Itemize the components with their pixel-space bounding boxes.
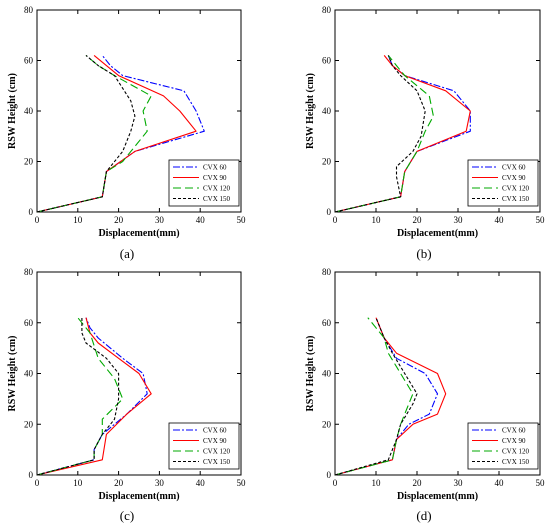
legend-label-d-2: CVX 90	[502, 437, 526, 445]
x-tick-label-d-0: 0	[333, 478, 338, 488]
x-tick-label-b-5: 50	[536, 215, 546, 225]
y-tick-label-d-2: 40	[322, 369, 332, 379]
x-tick-label-a-1: 10	[73, 215, 83, 225]
x-tick-label-d-1: 10	[372, 478, 382, 488]
x-tick-label-a-2: 20	[114, 215, 124, 225]
legend-label-b-3: CVX 120	[502, 185, 530, 193]
panel-caption-d: (d)	[416, 508, 431, 523]
x-axis-label-a: Displacement(mm)	[98, 228, 179, 239]
series-line-c-2	[36, 317, 152, 476]
y-tick-label-c-0: 0	[29, 470, 34, 480]
x-tick-label-b-1: 10	[372, 215, 382, 225]
y-tick-label-b-1: 20	[322, 157, 332, 167]
y-axis-label-b: RSW Height (cm)	[305, 73, 316, 149]
y-tick-label-a-1: 20	[24, 157, 34, 167]
series-line-b-2	[334, 55, 471, 213]
panel-caption-b: (b)	[416, 246, 431, 261]
x-tick-label-c-0: 0	[35, 478, 40, 488]
x-tick-label-c-5: 50	[237, 478, 247, 488]
x-axis-label-d: Displacement(mm)	[397, 491, 478, 502]
x-tick-label-c-3: 30	[155, 478, 165, 488]
legend-label-d-4: CVX 150	[502, 458, 530, 466]
series-line-d-3	[334, 317, 414, 476]
series-line-c-4	[36, 317, 120, 476]
x-tick-label-d-4: 40	[495, 478, 505, 488]
y-tick-label-d-0: 0	[327, 470, 332, 480]
x-tick-label-c-2: 20	[114, 478, 124, 488]
x-tick-label-d-3: 30	[454, 478, 464, 488]
x-tick-label-b-4: 40	[495, 215, 505, 225]
y-axis-label-c: RSW Height (cm)	[7, 336, 18, 412]
series-line-d-4	[334, 317, 418, 476]
legend-label-a-4: CVX 150	[203, 195, 231, 203]
x-tick-label-d-5: 50	[536, 478, 546, 488]
y-tick-label-b-0: 0	[327, 207, 332, 217]
panel-caption-a: (a)	[120, 246, 134, 261]
y-axis-label-d: RSW Height (cm)	[305, 336, 316, 412]
y-tick-label-a-2: 40	[24, 106, 34, 116]
x-axis-label-b: Displacement(mm)	[397, 228, 478, 239]
series-line-b-4	[334, 55, 426, 213]
legend-label-b-1: CVX 60	[502, 164, 526, 172]
y-tick-label-b-4: 80	[322, 5, 332, 15]
legend-label-d-1: CVX 60	[502, 427, 526, 435]
legend-label-a-2: CVX 90	[203, 174, 227, 182]
y-tick-label-a-0: 0	[29, 207, 34, 217]
legend-label-a-3: CVX 120	[203, 185, 231, 193]
legend-label-c-1: CVX 60	[203, 427, 227, 435]
series-line-a-4	[36, 54, 136, 213]
x-tick-label-a-4: 40	[196, 215, 206, 225]
x-tick-label-a-5: 50	[237, 215, 247, 225]
legend-label-a-1: CVX 60	[203, 164, 227, 172]
y-tick-label-c-3: 60	[24, 318, 34, 328]
series-line-b-3	[334, 55, 434, 213]
legend-label-b-2: CVX 90	[502, 174, 526, 182]
y-tick-label-b-2: 40	[322, 106, 332, 116]
legend-label-b-4: CVX 150	[502, 195, 530, 203]
x-tick-label-b-0: 0	[333, 215, 338, 225]
x-tick-label-c-1: 10	[73, 478, 83, 488]
chart-panel-a: 0 10 20 30 40 50 0 20 40 60 80 Displacement(mm) RSW …	[7, 5, 246, 239]
y-tick-label-d-3: 60	[322, 318, 332, 328]
y-tick-label-c-1: 20	[24, 419, 34, 429]
y-tick-label-a-4: 80	[24, 5, 34, 15]
chart-panel-c: 0 10 20 30 40 50 0 20 40 60 80 Displacement(mm) RSW …	[7, 267, 246, 502]
series-line-d-1	[334, 317, 439, 476]
y-axis-label-a: RSW Height (cm)	[7, 73, 18, 149]
y-tick-label-a-3: 60	[24, 56, 34, 66]
y-tick-label-b-3: 60	[322, 56, 332, 66]
legend-label-c-2: CVX 90	[203, 437, 227, 445]
x-tick-label-d-2: 20	[413, 478, 423, 488]
y-tick-label-d-4: 80	[322, 267, 332, 277]
chart-panel-d: 0 10 20 30 40 50 0 20 40 60 80 Displacement(mm) RSW …	[305, 267, 545, 502]
legend-label-c-4: CVX 150	[203, 458, 231, 466]
y-tick-label-c-4: 80	[24, 267, 34, 277]
x-tick-label-b-3: 30	[454, 215, 464, 225]
series-line-c-3	[36, 317, 124, 476]
series-line-a-3	[36, 54, 152, 213]
x-tick-label-b-2: 20	[413, 215, 423, 225]
chart-panel-b: 0 10 20 30 40 50 0 20 40 60 80 Displacement(mm) RSW …	[305, 5, 545, 239]
x-tick-label-c-4: 40	[196, 478, 206, 488]
x-tick-label-a-3: 30	[155, 215, 165, 225]
legend-label-c-3: CVX 120	[203, 448, 231, 456]
x-tick-label-a-0: 0	[35, 215, 40, 225]
y-tick-label-d-1: 20	[322, 419, 332, 429]
panel-caption-c: (c)	[120, 508, 134, 523]
y-tick-label-c-2: 40	[24, 369, 34, 379]
legend-label-d-3: CVX 120	[502, 448, 530, 456]
x-axis-label-c: Displacement(mm)	[98, 491, 179, 502]
